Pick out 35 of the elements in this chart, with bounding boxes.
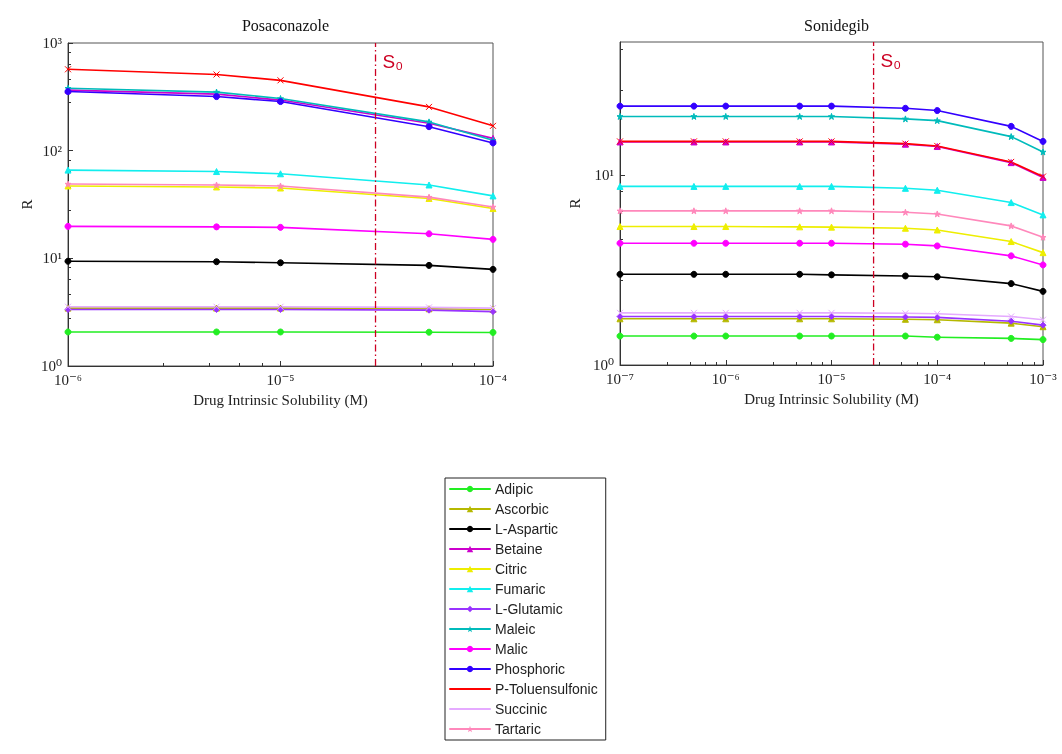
x-tick-label: 10⁻⁵ [817, 370, 846, 387]
y-tick-label: 10¹ [594, 166, 614, 183]
legend-label: Fumaric [495, 581, 546, 597]
y-tick-label: 10³ [42, 35, 63, 51]
legend-label: Ascorbic [495, 501, 549, 517]
y-tick-label: 10⁰ [592, 357, 614, 373]
legend-label: Maleic [495, 621, 536, 637]
legend-label: Malic [495, 641, 528, 657]
legend-label: Adipic [495, 481, 534, 497]
x-tick-label: 10⁻⁶ [53, 371, 83, 388]
y-axis-title: R [18, 199, 35, 210]
y-tick-label: 10² [42, 142, 63, 159]
ref-line-label: S₀ [382, 50, 404, 72]
x-tick-label: 10⁻⁴ [478, 371, 508, 388]
y-tick-label: 10¹ [42, 250, 62, 267]
x-tick-label: 10⁻⁶ [711, 370, 740, 387]
legend-label: L-Glutamic [495, 601, 563, 617]
x-tick-label: 10⁻³ [1029, 370, 1058, 387]
chart-title: Sonidegib [804, 16, 869, 35]
legend-label: Succinic [495, 701, 548, 717]
legend-label: Phosphoric [495, 661, 566, 677]
legend-label: P-Toluensulfonic [495, 681, 598, 697]
legend-label: L-Aspartic [495, 521, 559, 537]
x-tick-label: 10⁻⁵ [266, 371, 295, 388]
legend-label: Betaine [495, 541, 543, 557]
legend-label: Tartaric [495, 721, 541, 737]
x-tick-label: 10⁻⁴ [923, 370, 952, 387]
x-tick-label: 10⁻⁷ [605, 370, 635, 387]
x-axis-title: Drug Intrinsic Solubility (M) [744, 390, 919, 408]
y-axis-title: R [566, 198, 583, 209]
legend-label: Citric [495, 561, 527, 577]
y-tick-label: 10⁰ [40, 358, 62, 374]
chart-title: Posaconazole [241, 16, 330, 34]
x-axis-title: Drug Intrinsic Solubility (M) [193, 391, 368, 409]
ref-line-label: S₀ [880, 49, 902, 71]
